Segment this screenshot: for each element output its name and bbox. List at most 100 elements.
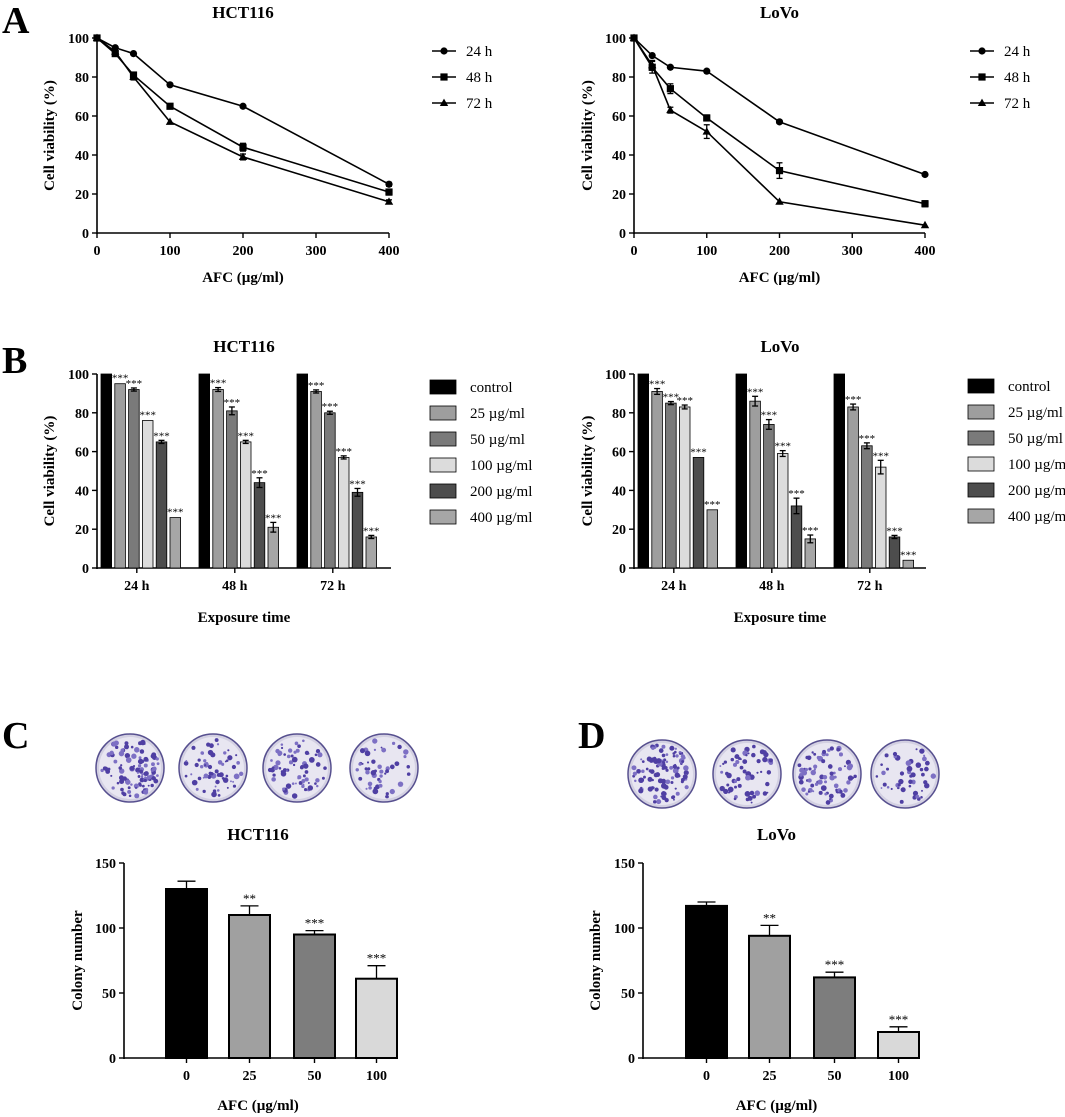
plate-dish <box>182 737 244 799</box>
colony <box>285 783 292 789</box>
significance-label: *** <box>872 450 889 462</box>
chart-b-hct116: 0 20 40 60 80 100 24 h 48 h 72 h HCT116 Exposure t… <box>42 337 532 626</box>
colony <box>669 765 674 770</box>
data-point <box>166 102 174 110</box>
significance-label: ** <box>763 910 776 925</box>
colony <box>364 750 371 757</box>
colony <box>804 767 808 772</box>
legend-label: control <box>1008 379 1051 395</box>
colony <box>736 777 741 782</box>
x-tick-label: 200 <box>769 244 790 259</box>
y-tick-label: 0 <box>82 227 89 242</box>
colony <box>672 752 676 755</box>
colony <box>745 797 750 802</box>
colony <box>814 782 819 787</box>
colony <box>846 780 851 785</box>
chart-title: HCT116 <box>213 337 274 356</box>
colony <box>270 759 273 762</box>
significance-label: *** <box>889 1012 909 1027</box>
colony <box>919 748 925 754</box>
colony <box>683 765 689 771</box>
colony <box>304 750 310 756</box>
legend-label: 50 µg/ml <box>1008 431 1063 447</box>
significance-label: *** <box>363 525 380 537</box>
colony <box>304 770 309 774</box>
colony <box>824 792 828 796</box>
colony <box>881 770 886 776</box>
colony <box>745 774 751 781</box>
significance-label: *** <box>224 397 241 409</box>
x-tick-label: 24 h <box>124 579 150 594</box>
series-line <box>96 37 390 185</box>
data-point <box>92 33 102 41</box>
colony <box>638 777 644 784</box>
colony <box>121 791 125 795</box>
colony <box>653 794 658 800</box>
colony <box>661 767 665 770</box>
y-tick-label: 40 <box>612 484 626 499</box>
colony <box>924 760 930 766</box>
colony <box>768 758 773 763</box>
colony <box>323 766 327 770</box>
colony <box>239 771 244 776</box>
y-axis-label: Cell viability (%) <box>580 80 596 191</box>
colony <box>905 760 912 767</box>
colony <box>908 784 912 788</box>
colony <box>825 800 831 805</box>
colony <box>818 790 823 795</box>
colony <box>880 763 883 766</box>
legend-label: control <box>470 380 513 396</box>
x-tick-label: 400 <box>915 244 936 259</box>
colony <box>833 783 839 789</box>
colony <box>109 750 114 756</box>
bar <box>100 373 113 569</box>
colony <box>302 783 305 786</box>
colony <box>811 751 814 754</box>
colony <box>813 752 817 756</box>
colony <box>371 759 376 764</box>
colony <box>641 760 645 763</box>
colony <box>638 788 644 794</box>
colony <box>358 776 363 781</box>
colony <box>314 753 318 757</box>
bar <box>267 526 280 569</box>
colony <box>300 764 304 769</box>
x-tick-label: 200 <box>233 244 254 259</box>
colony <box>227 755 233 761</box>
bar <box>155 441 168 569</box>
colony <box>636 768 641 774</box>
colony <box>380 746 383 749</box>
y-tick-label: 80 <box>75 407 89 422</box>
colony <box>671 795 676 799</box>
colony <box>385 795 389 799</box>
colony <box>133 783 139 789</box>
colony <box>680 780 684 784</box>
colony <box>125 779 131 785</box>
colony <box>656 758 662 764</box>
colony <box>203 759 207 763</box>
colony <box>303 787 308 792</box>
colony <box>214 738 219 742</box>
colony <box>756 771 759 774</box>
significance-label: *** <box>761 410 778 422</box>
bar <box>833 373 846 569</box>
bar <box>735 373 748 569</box>
colony <box>663 758 667 762</box>
x-tick-label: 300 <box>306 244 327 259</box>
y-tick-label: 40 <box>75 149 89 164</box>
data-point <box>703 67 711 75</box>
colony <box>278 767 282 770</box>
colony <box>140 775 144 778</box>
y-tick-label: 100 <box>605 32 626 47</box>
x-tick-label: 25 <box>243 1069 257 1084</box>
bar <box>337 457 350 569</box>
colony <box>899 799 904 804</box>
y-tick-label: 80 <box>75 71 89 86</box>
y-tick-label: 100 <box>614 922 635 937</box>
colony <box>283 753 287 756</box>
colony <box>141 773 144 776</box>
colony <box>118 750 125 757</box>
colony <box>224 760 227 763</box>
colony <box>302 739 305 743</box>
colony <box>875 775 879 778</box>
